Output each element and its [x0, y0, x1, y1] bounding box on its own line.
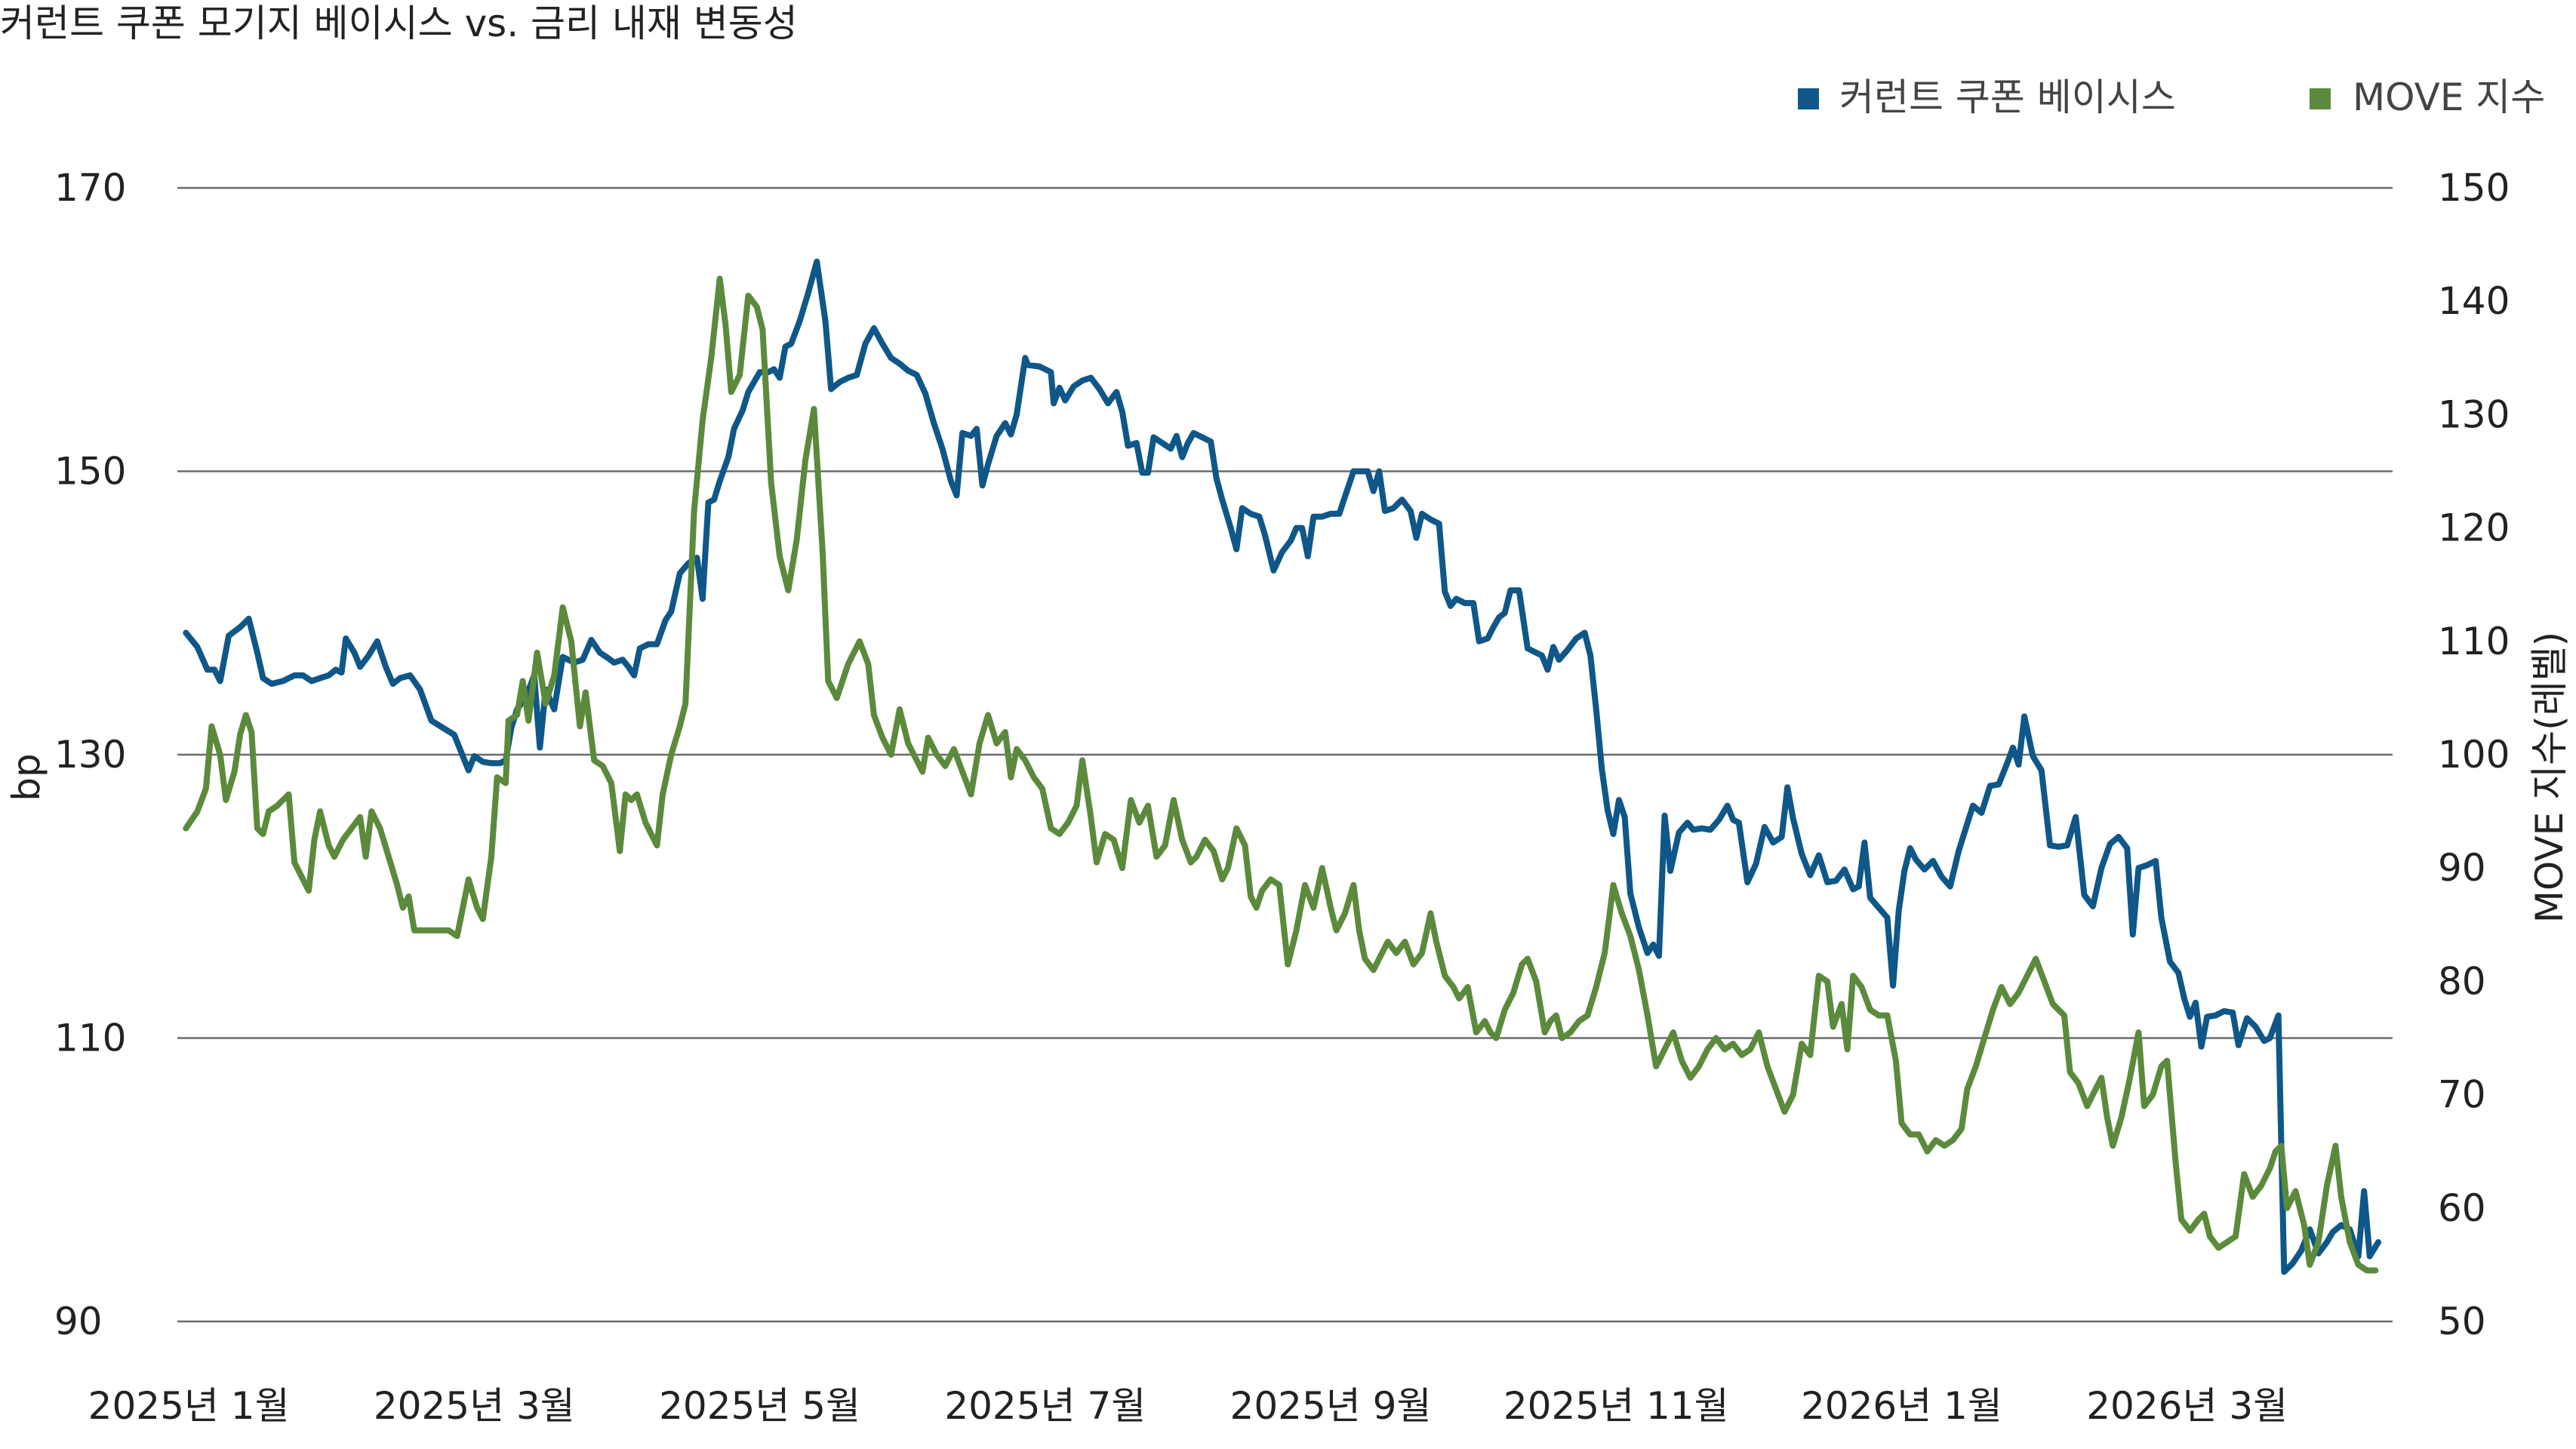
x-tick-label: 2025년 3월 [374, 1384, 575, 1428]
y-right-tick-label: 70 [2438, 1073, 2486, 1117]
y-left-tick-label: 110 [54, 1017, 126, 1060]
y-axis-left-label: bp [5, 753, 48, 801]
x-tick-label: 2025년 5월 [659, 1384, 860, 1428]
y-right-tick-label: 90 [2438, 846, 2486, 890]
y-right-tick-label: 50 [2438, 1300, 2486, 1343]
series-line-move-index [183, 275, 2379, 1274]
legend-swatch-basis [1798, 88, 1819, 109]
x-tick-label: 2026년 1월 [1801, 1384, 2002, 1428]
y-left-tick-label: 130 [54, 733, 126, 777]
y-left-tick-label: 170 [54, 166, 126, 210]
legend-label-move: MOVE 지수 [2353, 75, 2545, 119]
y-right-tick-label: 130 [2438, 392, 2510, 436]
x-tick-label: 2025년 1월 [88, 1384, 290, 1428]
x-axis-ticks: 2025년 1월 2025년 3월 2025년 5월 2025년 7월 2025년 9월… [88, 1384, 2288, 1428]
y-axis-left-ticks: 90 110 130 150 170 [54, 166, 126, 1343]
y-left-tick-label: 150 [54, 450, 126, 494]
y-right-tick-label: 110 [2438, 620, 2510, 663]
y-right-tick-label: 120 [2438, 506, 2510, 550]
legend-label-basis: 커런트 쿠폰 베이시스 [1839, 75, 2176, 119]
x-tick-label: 2026년 3월 [2086, 1384, 2288, 1428]
y-axis-right-ticks: 50 60 70 80 90 100 110 120 130 140 150 [2438, 166, 2510, 1343]
x-tick-label: 2025년 11월 [1503, 1384, 1729, 1428]
y-right-tick-label: 60 [2438, 1186, 2486, 1230]
chart-title: 커런트 쿠폰 모기지 베이시스 vs. 금리 내재 변동성 [0, 2, 798, 45]
legend: 커런트 쿠폰 베이시스 MOVE 지수 [1798, 75, 2545, 119]
legend-swatch-move [2310, 88, 2331, 109]
y-right-tick-label: 140 [2438, 279, 2510, 323]
x-tick-label: 2025년 9월 [1230, 1384, 1432, 1428]
y-right-tick-label: 80 [2438, 959, 2486, 1003]
y-axis-right-label: MOVE 지수(레벨) [2528, 632, 2571, 923]
series-line-current-coupon-basis [183, 258, 2382, 1275]
gridlines [177, 186, 2393, 1323]
x-tick-label: 2025년 7월 [944, 1384, 1146, 1428]
y-right-tick-label: 100 [2438, 733, 2510, 777]
y-right-tick-label: 150 [2438, 166, 2510, 210]
series-lines [183, 258, 2382, 1275]
y-left-tick-label: 90 [54, 1300, 103, 1343]
